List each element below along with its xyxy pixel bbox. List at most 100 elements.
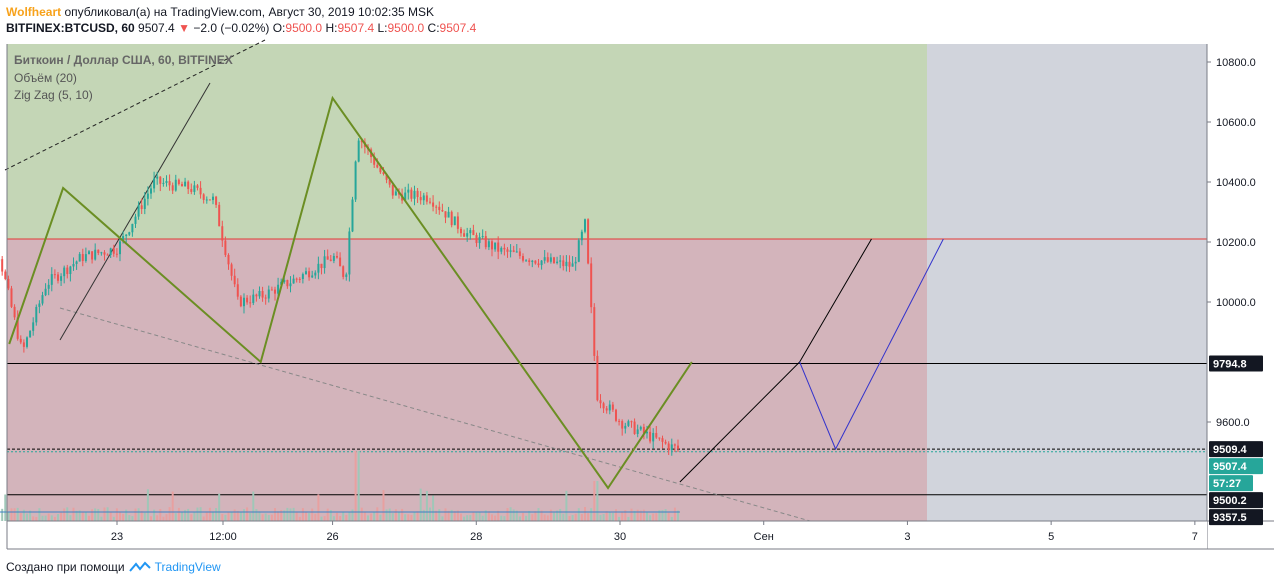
volume-bar [289,508,292,521]
symbol-name: BITFINEX:BTCUSD, 60 [6,21,135,35]
candle [320,263,323,269]
candle [69,266,72,275]
candle [565,261,568,267]
support-trendline[interactable] [59,307,811,522]
price-label-box[interactable] [1209,492,1263,509]
volume-bar [4,494,7,521]
volume-bar [466,515,469,521]
candle [512,250,515,252]
volume-bar [60,512,63,521]
volume-bar [397,512,400,521]
volume-bar [208,507,211,521]
volume-bar [131,516,134,521]
author-name[interactable]: Wolfheart [6,5,62,19]
candle [252,294,255,303]
candle [75,261,78,264]
candle [676,445,679,449]
price-label: 9357.5 [1213,512,1247,524]
volume-bar [205,511,208,521]
volume-bar [590,508,593,521]
candle [94,249,97,260]
candle [410,189,413,199]
price-change: −2.0 (−0.02%) [193,21,270,35]
candle [487,241,490,248]
volume-bar [552,512,555,521]
candle [450,211,453,226]
volume-bar [345,514,348,521]
candle [56,274,59,281]
volume-bar [348,512,351,521]
volume-bar [583,507,586,521]
volume-bar [267,514,270,521]
volume-bar [673,507,676,521]
candle [456,216,459,229]
time-axis[interactable] [7,521,1207,549]
volume-bar [621,511,624,521]
volume-bar [149,516,152,521]
volume-bar [280,510,283,521]
candle [382,172,385,174]
candle [475,235,478,244]
candle [593,307,596,356]
volume-bar [25,513,28,521]
candle [264,297,267,299]
volume-bar [224,514,227,521]
candle [211,196,214,201]
volume-bar [370,513,373,521]
candle [1,259,4,272]
candlestick-series [0,138,679,456]
volume-bar [534,511,537,521]
volume-bar [168,507,171,521]
price-label-box[interactable] [1209,475,1253,492]
volume-bar [636,509,639,521]
volume-bar [230,511,233,521]
volume-bar [258,511,261,521]
candle [137,205,140,217]
tradingview-link[interactable]: TradingView [154,560,221,574]
volume-bar [366,515,369,521]
candle [221,226,224,241]
volume-bar [627,516,630,521]
candle [596,355,599,401]
volume-bar [304,511,307,521]
volume-bar [373,512,376,521]
scenario-blue-path[interactable] [799,238,944,451]
candle [236,284,239,297]
volume-bar [156,515,159,521]
volume-bar [122,513,125,521]
candle [66,267,69,275]
candle [233,275,236,285]
x-tick-label: 3 [904,531,910,543]
candle [128,232,131,235]
volume-bar [503,516,506,521]
volume-bar [425,490,428,521]
price-label-box[interactable] [1209,441,1263,458]
candle [4,271,7,279]
candle [391,184,394,196]
zigzag-line[interactable] [8,95,693,490]
volume-bar [624,509,627,521]
volume-bar [187,508,190,521]
volume-bar [246,507,249,521]
candle [16,317,19,339]
candle [115,253,118,255]
candle [25,337,28,347]
price-label-box[interactable] [1209,355,1263,372]
candle [614,409,617,421]
tradingview-logo-icon [128,561,151,572]
future-zone [927,44,1207,521]
channel-line[interactable] [59,82,211,341]
volume-bar [518,516,521,521]
price-label-box[interactable] [1209,458,1263,475]
volume-bar [500,515,503,521]
volume-bar [146,489,149,521]
candle [559,260,562,262]
price-label-box[interactable] [1209,509,1263,526]
volume-bar [19,513,22,521]
price-label: 57:27 [1213,478,1241,490]
volume-bar [277,511,280,521]
candle [531,260,534,262]
candle [618,420,621,422]
candle [438,206,441,211]
